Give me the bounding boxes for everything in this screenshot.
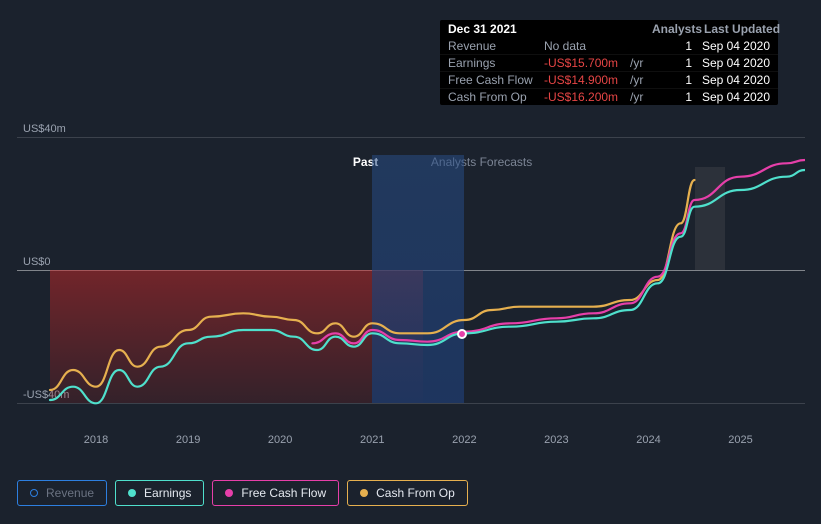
chart-svg <box>17 120 805 440</box>
tooltip-header-row: Dec 31 2021 Analysts Last Updated <box>440 20 778 37</box>
legend-item-earnings[interactable]: Earnings <box>115 480 204 506</box>
legend-swatch <box>30 489 38 497</box>
x-axis-tick: 2023 <box>544 434 568 446</box>
x-axis-tick: 2020 <box>268 434 292 446</box>
tooltip-metric-label: Free Cash Flow <box>448 73 544 87</box>
tooltip-metric-value: -US$15.700m <box>544 56 630 70</box>
legend-label: Revenue <box>46 486 94 500</box>
x-axis-tick: 2018 <box>84 434 108 446</box>
tooltip-metric-suffix: /yr <box>630 90 652 104</box>
legend-swatch <box>360 489 368 497</box>
tooltip-analysts-count: 1 <box>652 56 692 70</box>
legend-label: Free Cash Flow <box>241 486 326 500</box>
tooltip-date: Dec 31 2021 <box>448 22 544 36</box>
tooltip-analysts-count: 1 <box>652 39 692 53</box>
tooltip-row: Free Cash Flow-US$14.900m/yr1Sep 04 2020 <box>440 71 778 88</box>
tooltip-analysts-count: 1 <box>652 73 692 87</box>
legend-label: Earnings <box>144 486 191 500</box>
tooltip-metric-suffix: /yr <box>630 73 652 87</box>
chart-area[interactable]: US$40mUS$0-US$40m Past Analysts Forecast… <box>17 120 805 440</box>
legend-item-cash-from-op[interactable]: Cash From Op <box>347 480 468 506</box>
tooltip-row: Earnings-US$15.700m/yr1Sep 04 2020 <box>440 54 778 71</box>
legend-item-free-cash-flow[interactable]: Free Cash Flow <box>212 480 339 506</box>
tooltip-metric-value: No data <box>544 39 630 53</box>
legend-item-revenue[interactable]: Revenue <box>17 480 107 506</box>
legend: Revenue Earnings Free Cash Flow Cash From O… <box>17 480 468 506</box>
x-axis-tick: 2025 <box>728 434 752 446</box>
series-fcf <box>312 160 805 343</box>
legend-label: Cash From Op <box>376 486 455 500</box>
tooltip-row: Cash From Op-US$16.200m/yr1Sep 04 2020 <box>440 88 778 105</box>
tooltip-col-analysts: Analysts <box>652 22 702 36</box>
tooltip-panel: Dec 31 2021 Analysts Last Updated Revenu… <box>440 20 778 105</box>
tooltip-updated-date: Sep 04 2020 <box>692 39 770 53</box>
tooltip-col-updated: Last Updated <box>702 22 780 36</box>
x-axis-tick: 2019 <box>176 434 200 446</box>
tooltip-metric-label: Earnings <box>448 56 544 70</box>
tooltip-metric-label: Cash From Op <box>448 90 544 104</box>
tooltip-row: RevenueNo data 1Sep 04 2020 <box>440 37 778 54</box>
tooltip-updated-date: Sep 04 2020 <box>692 56 770 70</box>
tooltip-metric-label: Revenue <box>448 39 544 53</box>
x-axis-tick: 2022 <box>452 434 476 446</box>
tooltip-analysts-count: 1 <box>652 90 692 104</box>
tooltip-metric-value: -US$16.200m <box>544 90 630 104</box>
x-axis-tick: 2024 <box>636 434 660 446</box>
tooltip-metric-suffix: /yr <box>630 56 652 70</box>
series-cashop <box>50 180 695 390</box>
tooltip-updated-date: Sep 04 2020 <box>692 73 770 87</box>
legend-swatch <box>225 489 233 497</box>
legend-swatch <box>128 489 136 497</box>
x-axis-tick: 2021 <box>360 434 384 446</box>
hover-marker <box>457 329 467 339</box>
tooltip-metric-value: -US$14.900m <box>544 73 630 87</box>
tooltip-updated-date: Sep 04 2020 <box>692 90 770 104</box>
root: Dec 31 2021 Analysts Last Updated Revenu… <box>0 0 821 524</box>
